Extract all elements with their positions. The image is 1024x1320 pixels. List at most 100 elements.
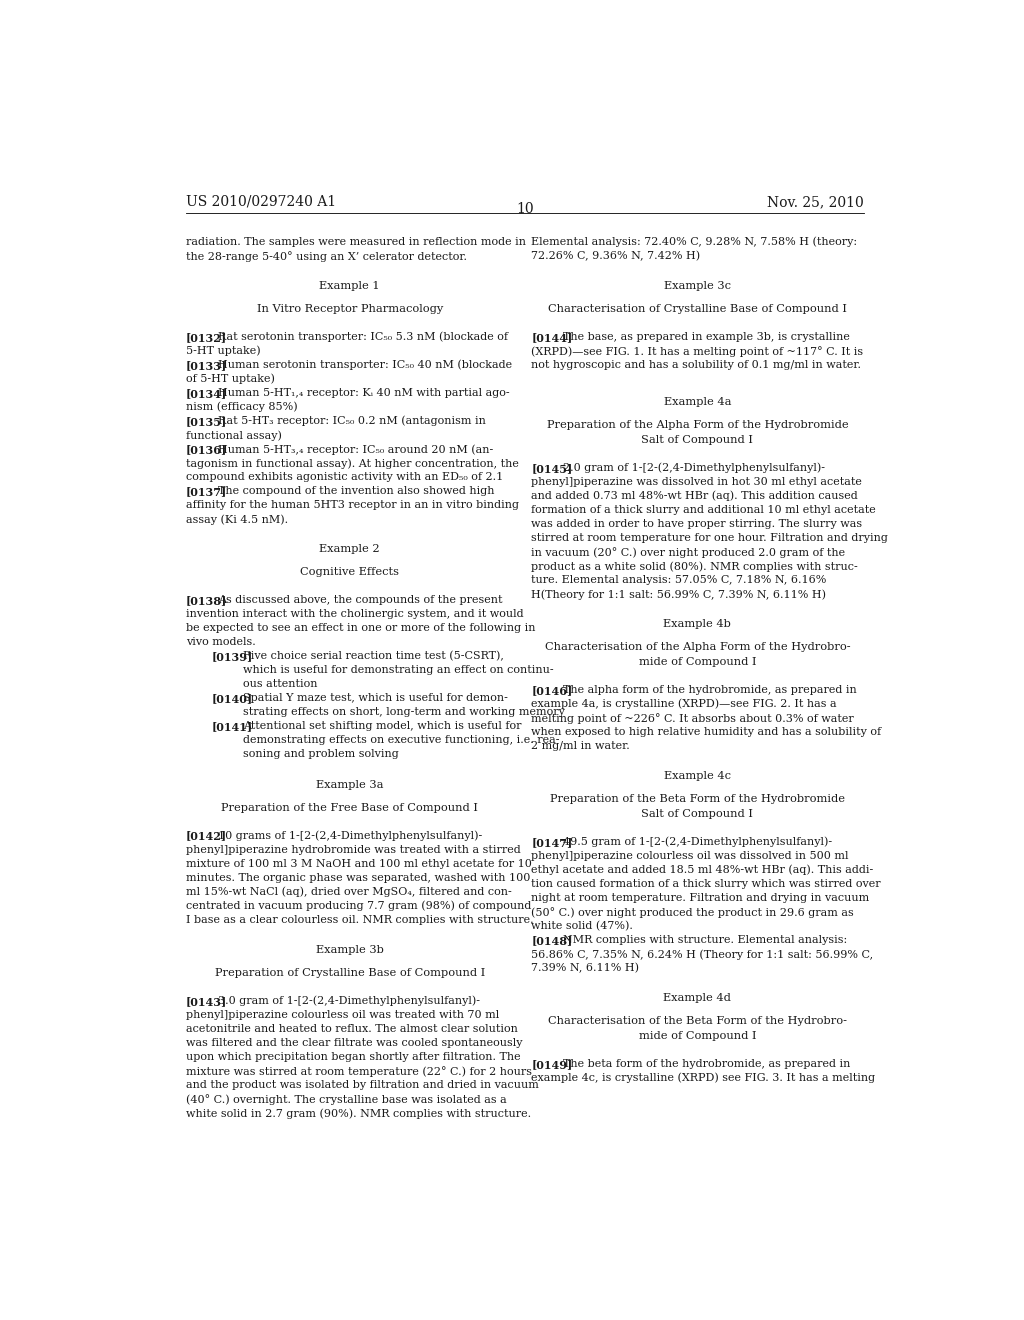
Text: vivo models.: vivo models. [186, 638, 256, 647]
Text: example 4c, is crystalline (XRPD) see FIG. 3. It has a melting: example 4c, is crystalline (XRPD) see FI… [531, 1073, 876, 1084]
Text: assay (Ki 4.5 nM).: assay (Ki 4.5 nM). [186, 513, 288, 524]
Text: not hygroscopic and has a solubility of 0.1 mg/ml in water.: not hygroscopic and has a solubility of … [531, 360, 861, 370]
Text: 2.0 gram of 1-[2-(2,4-Dimethylphenylsulfanyl)-: 2.0 gram of 1-[2-(2,4-Dimethylphenylsulf… [563, 463, 825, 474]
Text: functional assay): functional assay) [186, 430, 282, 441]
Text: Example 4a: Example 4a [664, 397, 731, 408]
Text: stirred at room temperature for one hour. Filtration and drying: stirred at room temperature for one hour… [531, 533, 888, 543]
Text: and added 0.73 ml 48%-wt HBr (aq). This addition caused: and added 0.73 ml 48%-wt HBr (aq). This … [531, 491, 858, 502]
Text: affinity for the human 5HT3 receptor in an in vitro binding: affinity for the human 5HT3 receptor in … [186, 500, 519, 510]
Text: ous attention: ous attention [243, 680, 317, 689]
Text: was added in order to have proper stirring. The slurry was: was added in order to have proper stirri… [531, 519, 862, 529]
Text: phenyl]piperazine colourless oil was treated with 70 ml: phenyl]piperazine colourless oil was tre… [186, 1010, 499, 1020]
Text: when exposed to high relative humidity and has a solubility of: when exposed to high relative humidity a… [531, 727, 882, 737]
Text: white solid in 2.7 gram (90%). NMR complies with structure.: white solid in 2.7 gram (90%). NMR compl… [186, 1107, 531, 1118]
Text: Salt of Compound I: Salt of Compound I [641, 809, 754, 818]
Text: mide of Compound I: mide of Compound I [639, 657, 756, 667]
Text: Characterisation of the Beta Form of the Hydrobro-: Characterisation of the Beta Form of the… [548, 1016, 847, 1026]
Text: minutes. The organic phase was separated, washed with 100: minutes. The organic phase was separated… [186, 873, 530, 883]
Text: centrated in vacuum producing 7.7 gram (98%) of compound: centrated in vacuum producing 7.7 gram (… [186, 900, 531, 911]
Text: strating effects on short, long-term and working memory: strating effects on short, long-term and… [243, 708, 565, 717]
Text: white solid (47%).: white solid (47%). [531, 921, 633, 931]
Text: 3.0 gram of 1-[2-(2,4-Dimethylphenylsulfanyl)-: 3.0 gram of 1-[2-(2,4-Dimethylphenylsulf… [218, 995, 479, 1006]
Text: Example 4b: Example 4b [664, 619, 731, 630]
Text: [0133]: [0133] [186, 360, 227, 371]
Text: 49.5 gram of 1-[2-(2,4-Dimethylphenylsulfanyl)-: 49.5 gram of 1-[2-(2,4-Dimethylphenylsul… [563, 837, 833, 847]
Text: 10 grams of 1-[2-(2,4-Dimethylphenylsulfanyl)-: 10 grams of 1-[2-(2,4-Dimethylphenylsulf… [218, 830, 482, 841]
Text: 2 mg/ml in water.: 2 mg/ml in water. [531, 741, 630, 751]
Text: Salt of Compound I: Salt of Compound I [641, 434, 754, 445]
Text: Cognitive Effects: Cognitive Effects [300, 568, 399, 577]
Text: NMR complies with structure. Elemental analysis:: NMR complies with structure. Elemental a… [563, 935, 847, 945]
Text: mixture was stirred at room temperature (22° C.) for 2 hours: mixture was stirred at room temperature … [186, 1067, 531, 1077]
Text: Example 3b: Example 3b [315, 945, 384, 956]
Text: which is useful for demonstrating an effect on continu-: which is useful for demonstrating an eff… [243, 665, 554, 676]
Text: [0143]: [0143] [186, 995, 227, 1007]
Text: [0140]: [0140] [211, 693, 253, 705]
Text: [0137]: [0137] [186, 486, 227, 498]
Text: compound exhibits agonistic activity with an ED₅₀ of 2.1: compound exhibits agonistic activity wit… [186, 473, 503, 482]
Text: product as a white solid (80%). NMR complies with struc-: product as a white solid (80%). NMR comp… [531, 561, 858, 572]
Text: mide of Compound I: mide of Compound I [639, 1031, 756, 1041]
Text: be expected to see an effect in one or more of the following in: be expected to see an effect in one or m… [186, 623, 536, 634]
Text: invention interact with the cholinergic system, and it would: invention interact with the cholinergic … [186, 610, 523, 619]
Text: Human 5-HT₁,₄ receptor: Kᵢ 40 nM with partial ago-: Human 5-HT₁,₄ receptor: Kᵢ 40 nM with pa… [218, 388, 509, 397]
Text: of 5-HT uptake): of 5-HT uptake) [186, 374, 274, 384]
Text: The beta form of the hydrobromide, as prepared in: The beta form of the hydrobromide, as pr… [563, 1059, 850, 1069]
Text: [0134]: [0134] [186, 388, 227, 399]
Text: The alpha form of the hydrobromide, as prepared in: The alpha form of the hydrobromide, as p… [563, 685, 857, 694]
Text: mixture of 100 ml 3 M NaOH and 100 ml ethyl acetate for 10: mixture of 100 ml 3 M NaOH and 100 ml et… [186, 858, 531, 869]
Text: [0148]: [0148] [531, 935, 572, 946]
Text: [0139]: [0139] [211, 651, 253, 663]
Text: the 28-range 5-40° using an X’ celerator detector.: the 28-range 5-40° using an X’ celerator… [186, 251, 467, 261]
Text: was filtered and the clear filtrate was cooled spontaneously: was filtered and the clear filtrate was … [186, 1038, 522, 1048]
Text: Characterisation of Crystalline Base of Compound I: Characterisation of Crystalline Base of … [548, 304, 847, 314]
Text: Nov. 25, 2010: Nov. 25, 2010 [767, 195, 863, 209]
Text: in vacuum (20° C.) over night produced 2.0 gram of the: in vacuum (20° C.) over night produced 2… [531, 546, 845, 558]
Text: US 2010/0297240 A1: US 2010/0297240 A1 [186, 195, 336, 209]
Text: Preparation of the Free Base of Compound I: Preparation of the Free Base of Compound… [221, 803, 478, 813]
Text: Characterisation of the Alpha Form of the Hydrobro-: Characterisation of the Alpha Form of th… [545, 642, 850, 652]
Text: acetonitrile and heated to reflux. The almost clear solution: acetonitrile and heated to reflux. The a… [186, 1024, 518, 1034]
Text: [0142]: [0142] [186, 830, 227, 842]
Text: Human serotonin transporter: IC₅₀ 40 nM (blockade: Human serotonin transporter: IC₅₀ 40 nM … [218, 360, 512, 371]
Text: ture. Elemental analysis: 57.05% C, 7.18% N, 6.16%: ture. Elemental analysis: 57.05% C, 7.18… [531, 576, 826, 585]
Text: I base as a clear colourless oil. NMR complies with structure.: I base as a clear colourless oil. NMR co… [186, 915, 534, 925]
Text: [0147]: [0147] [531, 837, 572, 847]
Text: Rat 5-HT₃ receptor: IC₅₀ 0.2 nM (antagonism in: Rat 5-HT₃ receptor: IC₅₀ 0.2 nM (antagon… [218, 416, 485, 426]
Text: Example 2: Example 2 [319, 544, 380, 554]
Text: (40° C.) overnight. The crystalline base was isolated as a: (40° C.) overnight. The crystalline base… [186, 1094, 507, 1105]
Text: Spatial Y maze test, which is useful for demon-: Spatial Y maze test, which is useful for… [243, 693, 508, 704]
Text: Example 1: Example 1 [319, 281, 380, 290]
Text: Preparation of Crystalline Base of Compound I: Preparation of Crystalline Base of Compo… [215, 968, 485, 978]
Text: Preparation of the Alpha Form of the Hydrobromide: Preparation of the Alpha Form of the Hyd… [547, 420, 848, 430]
Text: [0146]: [0146] [531, 685, 572, 696]
Text: Example 4c: Example 4c [664, 771, 731, 781]
Text: phenyl]piperazine colourless oil was dissolved in 500 ml: phenyl]piperazine colourless oil was dis… [531, 851, 849, 861]
Text: Five choice serial reaction time test (5-CSRT),: Five choice serial reaction time test (5… [243, 651, 504, 661]
Text: The base, as prepared in example 3b, is crystalline: The base, as prepared in example 3b, is … [563, 331, 850, 342]
Text: H(Theory for 1:1 salt: 56.99% C, 7.39% N, 6.11% H): H(Theory for 1:1 salt: 56.99% C, 7.39% N… [531, 589, 826, 599]
Text: tion caused formation of a thick slurry which was stirred over: tion caused formation of a thick slurry … [531, 879, 881, 888]
Text: 7.39% N, 6.11% H): 7.39% N, 6.11% H) [531, 964, 639, 973]
Text: As discussed above, the compounds of the present: As discussed above, the compounds of the… [218, 595, 502, 605]
Text: [0135]: [0135] [186, 416, 227, 426]
Text: Example 3c: Example 3c [664, 281, 731, 290]
Text: radiation. The samples were measured in reflection mode in: radiation. The samples were measured in … [186, 236, 526, 247]
Text: phenyl]piperazine hydrobromide was treated with a stirred: phenyl]piperazine hydrobromide was treat… [186, 845, 520, 854]
Text: [0144]: [0144] [531, 331, 572, 343]
Text: 5-HT uptake): 5-HT uptake) [186, 346, 260, 356]
Text: [0145]: [0145] [531, 463, 572, 474]
Text: Rat serotonin transporter: IC₅₀ 5.3 nM (blockade of: Rat serotonin transporter: IC₅₀ 5.3 nM (… [218, 331, 508, 342]
Text: example 4a, is crystalline (XRPD)—see FIG. 2. It has a: example 4a, is crystalline (XRPD)—see FI… [531, 698, 837, 709]
Text: (XRPD)—see FIG. 1. It has a melting point of ~117° C. It is: (XRPD)—see FIG. 1. It has a melting poin… [531, 346, 863, 356]
Text: Example 3a: Example 3a [316, 780, 384, 789]
Text: 56.86% C, 7.35% N, 6.24% H (Theory for 1:1 salt: 56.99% C,: 56.86% C, 7.35% N, 6.24% H (Theory for 1… [531, 949, 873, 960]
Text: tagonism in functional assay). At higher concentration, the: tagonism in functional assay). At higher… [186, 458, 519, 469]
Text: [0136]: [0136] [186, 444, 227, 455]
Text: Preparation of the Beta Form of the Hydrobromide: Preparation of the Beta Form of the Hydr… [550, 795, 845, 804]
Text: soning and problem solving: soning and problem solving [243, 750, 398, 759]
Text: ethyl acetate and added 18.5 ml 48%-wt HBr (aq). This addi-: ethyl acetate and added 18.5 ml 48%-wt H… [531, 865, 873, 875]
Text: Example 4d: Example 4d [664, 993, 731, 1003]
Text: [0149]: [0149] [531, 1059, 572, 1069]
Text: Elemental analysis: 72.40% C, 9.28% N, 7.58% H (theory:: Elemental analysis: 72.40% C, 9.28% N, 7… [531, 236, 857, 247]
